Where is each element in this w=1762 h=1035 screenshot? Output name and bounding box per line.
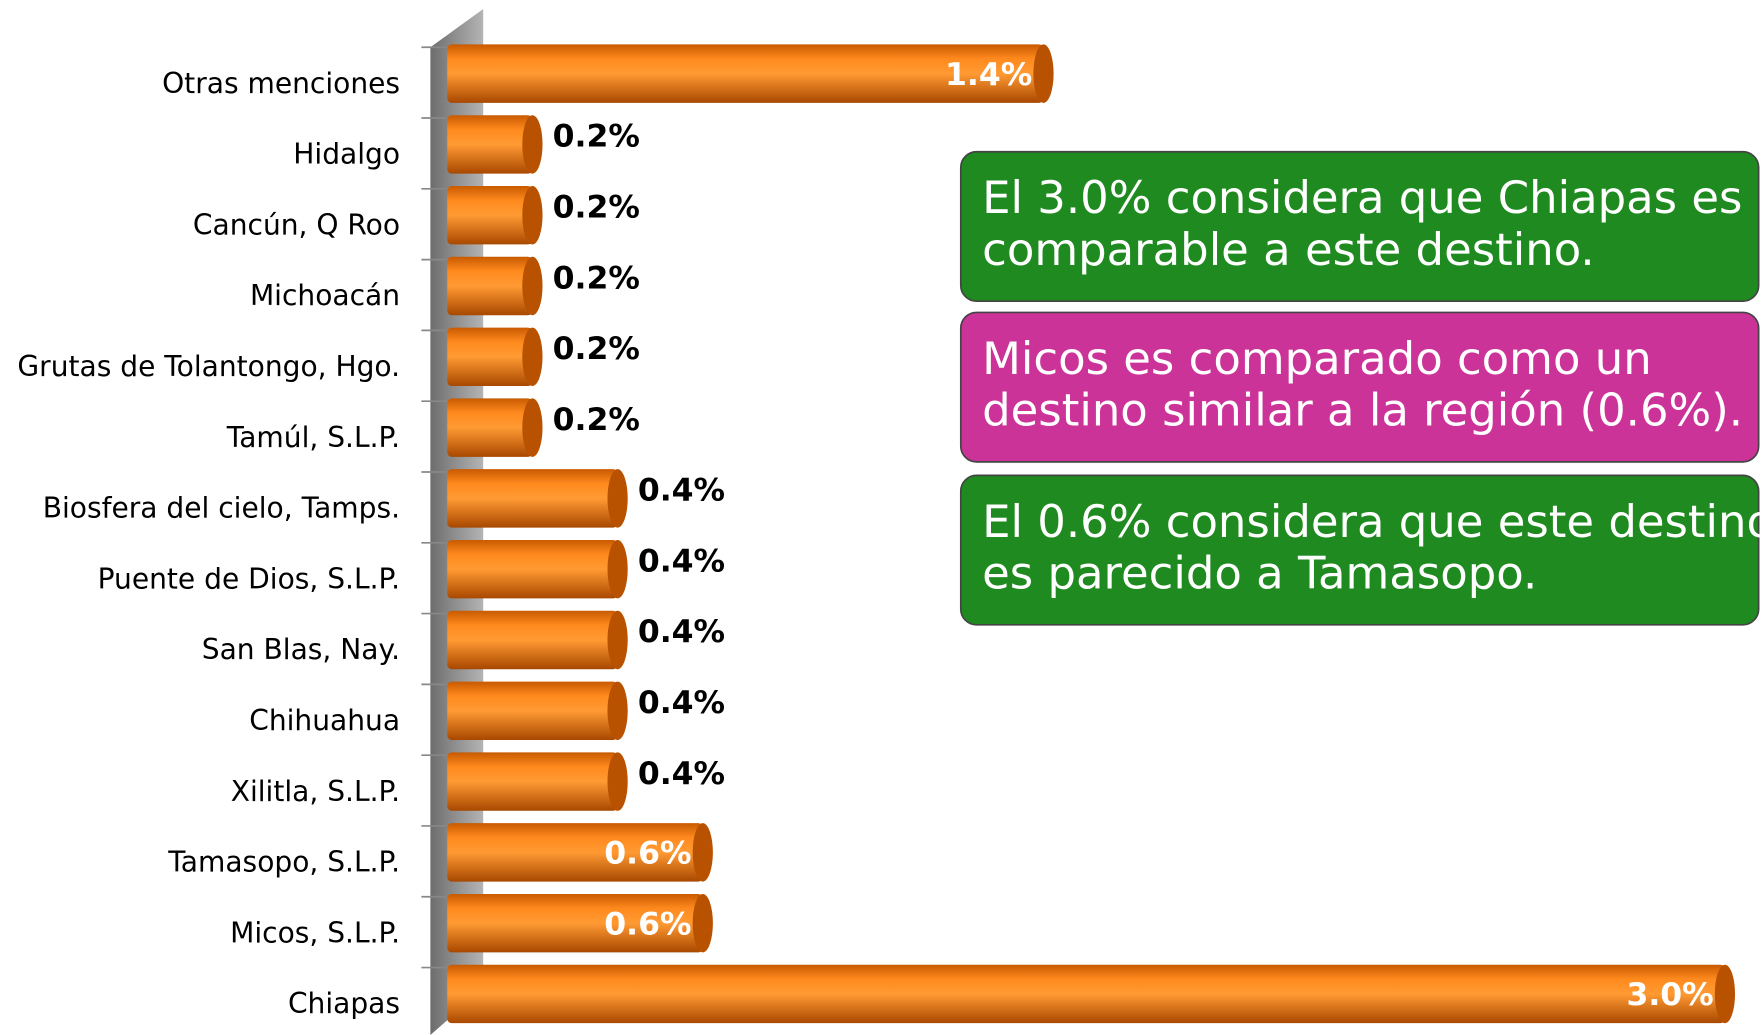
value-label: 0.2% <box>553 331 640 367</box>
bar <box>447 610 618 670</box>
bar-cap <box>522 186 543 245</box>
bar-cap <box>692 823 713 882</box>
bar <box>447 398 533 457</box>
annotation-text: comparable a este destino. <box>982 223 1595 276</box>
value-label: 0.6% <box>604 906 691 942</box>
bar <box>447 752 618 811</box>
bar-cap <box>607 681 628 740</box>
bar-cap <box>607 610 628 670</box>
bar-cap <box>1033 44 1054 103</box>
value-label: 0.4% <box>638 756 725 792</box>
category-label: Otras menciones <box>162 67 400 100</box>
category-label: Tamasopo, S.L.P. <box>167 846 400 879</box>
category-label: Chiapas <box>288 987 400 1020</box>
value-label: 0.6% <box>604 836 691 872</box>
category-label: Grutas de Tolantongo, Hgo. <box>17 350 400 383</box>
annotation-text: destino similar a la región (0.6%). <box>982 384 1743 437</box>
annotation-background <box>959 474 1760 626</box>
bar-cap <box>607 752 628 811</box>
bar <box>447 823 703 882</box>
bar <box>447 893 703 953</box>
category-label: San Blas, Nay. <box>202 633 400 666</box>
bar <box>447 186 533 245</box>
annotation-text: Micos es comparado como un <box>982 332 1652 385</box>
value-label: 0.2% <box>553 189 640 225</box>
value-label: 0.4% <box>638 614 725 650</box>
value-label: 0.4% <box>638 685 725 721</box>
category-label: Michoacán <box>250 279 400 312</box>
bar-cap <box>607 469 628 528</box>
annotation-text: es parecido a Tamasopo. <box>982 546 1537 599</box>
value-label: 0.2% <box>553 119 640 155</box>
annotation-background <box>959 311 1760 463</box>
bar-cap <box>692 893 713 953</box>
value-label: 0.2% <box>553 402 640 438</box>
bar-cap <box>607 539 628 599</box>
bar-cap <box>1714 964 1736 1024</box>
category-label: Tamúl, S.L.P. <box>226 421 400 454</box>
annotation-box: El 3.0% considera que Chiapas escomparab… <box>959 150 1760 303</box>
bar <box>447 44 1044 103</box>
value-label: 3.0% <box>1626 977 1713 1013</box>
bar <box>447 469 618 528</box>
category-label: Biosfera del cielo, Tamps. <box>43 492 400 525</box>
category-label: Micos, S.L.P. <box>230 916 400 949</box>
category-label: Chihuahua <box>249 704 400 737</box>
bar <box>447 539 618 599</box>
bar <box>447 115 533 174</box>
category-label: Cancún, Q Roo <box>193 208 400 241</box>
bar-cap <box>522 398 543 457</box>
bar-cap <box>522 327 543 387</box>
value-label: 0.2% <box>553 260 640 296</box>
annotation-text: El 0.6% considera que este destino <box>982 495 1762 548</box>
category-label: Puente de Dios, S.L.P. <box>98 562 400 595</box>
bar <box>447 964 1725 1024</box>
value-label: 0.4% <box>638 473 725 509</box>
annotation-text: El 3.0% considera que Chiapas es <box>982 171 1742 224</box>
bar-cap <box>522 256 543 316</box>
value-label: 1.4% <box>945 57 1032 93</box>
bar <box>447 327 533 387</box>
bar <box>447 256 533 316</box>
category-label: Hidalgo <box>293 138 400 171</box>
bar-cap <box>522 115 543 174</box>
category-label: Xilitla, S.L.P. <box>231 775 400 808</box>
value-label: 0.4% <box>638 543 725 579</box>
annotation-background <box>959 150 1760 303</box>
bar <box>447 681 618 740</box>
